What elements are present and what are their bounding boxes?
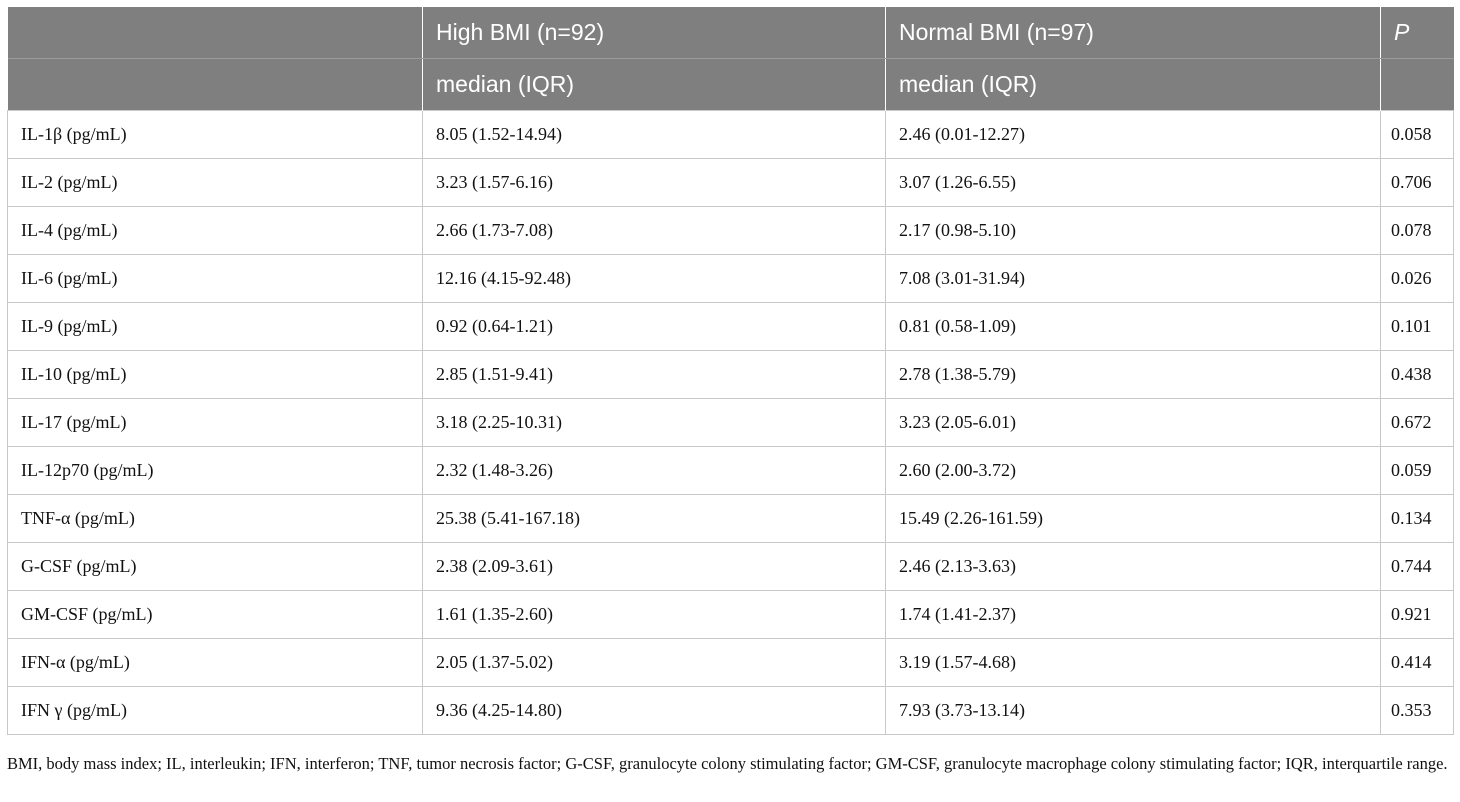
cytokine-name-cell: IL-1β (pg/mL)	[7, 110, 423, 159]
normal-bmi-value-cell: 2.78 (1.38-5.79)	[885, 350, 1381, 399]
p-value-cell: 0.744	[1380, 542, 1454, 591]
cytokine-name-cell: IL-10 (pg/mL)	[7, 350, 423, 399]
cytokine-name-cell: IL-2 (pg/mL)	[7, 158, 423, 207]
normal-bmi-value-cell: 2.46 (2.13-3.63)	[885, 542, 1381, 591]
header-row-group: High BMI (n=92) Normal BMI (n=97) P	[7, 7, 1454, 59]
table-row: IL-6 (pg/mL) 12.16 (4.15-92.48) 7.08 (3.01…	[7, 254, 1454, 303]
high-bmi-value-cell: 2.85 (1.51-9.41)	[422, 350, 886, 399]
p-value-cell: 0.438	[1380, 350, 1454, 399]
high-bmi-value-cell: 3.18 (2.25-10.31)	[422, 398, 886, 447]
table-row: IL-1β (pg/mL) 8.05 (1.52-14.94) 2.46 (0.01…	[7, 110, 1454, 159]
high-bmi-value-cell: 25.38 (5.41-167.18)	[422, 494, 886, 543]
cytokine-name-cell: TNF-α (pg/mL)	[7, 494, 423, 543]
table-row: IFN γ (pg/mL) 9.36 (4.25-14.80) 7.93 (3.73…	[7, 686, 1454, 735]
normal-bmi-value-cell: 1.74 (1.41-2.37)	[885, 590, 1381, 639]
p-value-cell: 0.078	[1380, 206, 1454, 255]
header-high-bmi: High BMI (n=92)	[422, 7, 886, 59]
table-body: IL-1β (pg/mL) 8.05 (1.52-14.94) 2.46 (0.01…	[7, 110, 1454, 735]
normal-bmi-value-cell: 2.60 (2.00-3.72)	[885, 446, 1381, 495]
p-value-cell: 0.414	[1380, 638, 1454, 687]
header-p-stat-empty	[1380, 58, 1454, 111]
high-bmi-value-cell: 2.38 (2.09-3.61)	[422, 542, 886, 591]
cytokine-name-cell: IL-9 (pg/mL)	[7, 302, 423, 351]
high-bmi-value-cell: 12.16 (4.15-92.48)	[422, 254, 886, 303]
high-bmi-value-cell: 8.05 (1.52-14.94)	[422, 110, 886, 159]
table-header: High BMI (n=92) Normal BMI (n=97) P medi…	[7, 7, 1454, 111]
header-stat-empty-cell	[7, 58, 423, 111]
cytokine-name-cell: IL-17 (pg/mL)	[7, 398, 423, 447]
p-value-cell: 0.101	[1380, 302, 1454, 351]
table-row: IL-9 (pg/mL) 0.92 (0.64-1.21) 0.81 (0.58-1…	[7, 302, 1454, 351]
p-value-cell: 0.058	[1380, 110, 1454, 159]
cytokine-name-cell: GM-CSF (pg/mL)	[7, 590, 423, 639]
p-value-cell: 0.059	[1380, 446, 1454, 495]
high-bmi-value-cell: 9.36 (4.25-14.80)	[422, 686, 886, 735]
high-bmi-value-cell: 1.61 (1.35-2.60)	[422, 590, 886, 639]
normal-bmi-value-cell: 7.08 (3.01-31.94)	[885, 254, 1381, 303]
normal-bmi-value-cell: 7.93 (3.73-13.14)	[885, 686, 1381, 735]
table-row: GM-CSF (pg/mL) 1.61 (1.35-2.60) 1.74 (1.41…	[7, 590, 1454, 639]
cytokine-table-container: High BMI (n=92) Normal BMI (n=97) P medi…	[7, 7, 1454, 735]
cytokine-name-cell: IL-6 (pg/mL)	[7, 254, 423, 303]
cytokine-name-cell: IL-12p70 (pg/mL)	[7, 446, 423, 495]
header-normal-bmi: Normal BMI (n=97)	[885, 7, 1381, 59]
high-bmi-value-cell: 3.23 (1.57-6.16)	[422, 158, 886, 207]
header-high-bmi-stat: median (IQR)	[422, 58, 886, 111]
header-empty-cell	[7, 7, 423, 59]
header-normal-bmi-stat: median (IQR)	[885, 58, 1381, 111]
normal-bmi-value-cell: 2.46 (0.01-12.27)	[885, 110, 1381, 159]
table-row: IL-10 (pg/mL) 2.85 (1.51-9.41) 2.78 (1.38-…	[7, 350, 1454, 399]
cytokine-name-cell: IL-4 (pg/mL)	[7, 206, 423, 255]
high-bmi-value-cell: 2.32 (1.48-3.26)	[422, 446, 886, 495]
table-row: IL-2 (pg/mL) 3.23 (1.57-6.16) 3.07 (1.26-6…	[7, 158, 1454, 207]
normal-bmi-value-cell: 3.07 (1.26-6.55)	[885, 158, 1381, 207]
normal-bmi-value-cell: 15.49 (2.26-161.59)	[885, 494, 1381, 543]
normal-bmi-value-cell: 0.81 (0.58-1.09)	[885, 302, 1381, 351]
table-row: IL-4 (pg/mL) 2.66 (1.73-7.08) 2.17 (0.98-5…	[7, 206, 1454, 255]
normal-bmi-value-cell: 3.19 (1.57-4.68)	[885, 638, 1381, 687]
table-row: IL-17 (pg/mL) 3.18 (2.25-10.31) 3.23 (2.05…	[7, 398, 1454, 447]
p-value-cell: 0.353	[1380, 686, 1454, 735]
cytokine-comparison-table: High BMI (n=92) Normal BMI (n=97) P medi…	[7, 7, 1454, 735]
table-row: IFN-α (pg/mL) 2.05 (1.37-5.02) 3.19 (1.57-…	[7, 638, 1454, 687]
table-footnote: BMI, body mass index; IL, interleukin; I…	[7, 754, 1448, 773]
p-value-cell: 0.672	[1380, 398, 1454, 447]
high-bmi-value-cell: 2.05 (1.37-5.02)	[422, 638, 886, 687]
p-value-cell: 0.706	[1380, 158, 1454, 207]
header-row-stat: median (IQR) median (IQR)	[7, 58, 1454, 111]
header-p-value: P	[1380, 7, 1454, 59]
p-value-cell: 0.026	[1380, 254, 1454, 303]
cytokine-name-cell: IFN-α (pg/mL)	[7, 638, 423, 687]
high-bmi-value-cell: 2.66 (1.73-7.08)	[422, 206, 886, 255]
p-value-cell: 0.921	[1380, 590, 1454, 639]
table-row: G-CSF (pg/mL) 2.38 (2.09-3.61) 2.46 (2.13-…	[7, 542, 1454, 591]
cytokine-name-cell: IFN γ (pg/mL)	[7, 686, 423, 735]
cytokine-name-cell: G-CSF (pg/mL)	[7, 542, 423, 591]
table-row: TNF-α (pg/mL) 25.38 (5.41-167.18) 15.49 (2…	[7, 494, 1454, 543]
normal-bmi-value-cell: 2.17 (0.98-5.10)	[885, 206, 1381, 255]
high-bmi-value-cell: 0.92 (0.64-1.21)	[422, 302, 886, 351]
normal-bmi-value-cell: 3.23 (2.05-6.01)	[885, 398, 1381, 447]
p-value-cell: 0.134	[1380, 494, 1454, 543]
table-row: IL-12p70 (pg/mL) 2.32 (1.48-3.26) 2.60 (2.…	[7, 446, 1454, 495]
